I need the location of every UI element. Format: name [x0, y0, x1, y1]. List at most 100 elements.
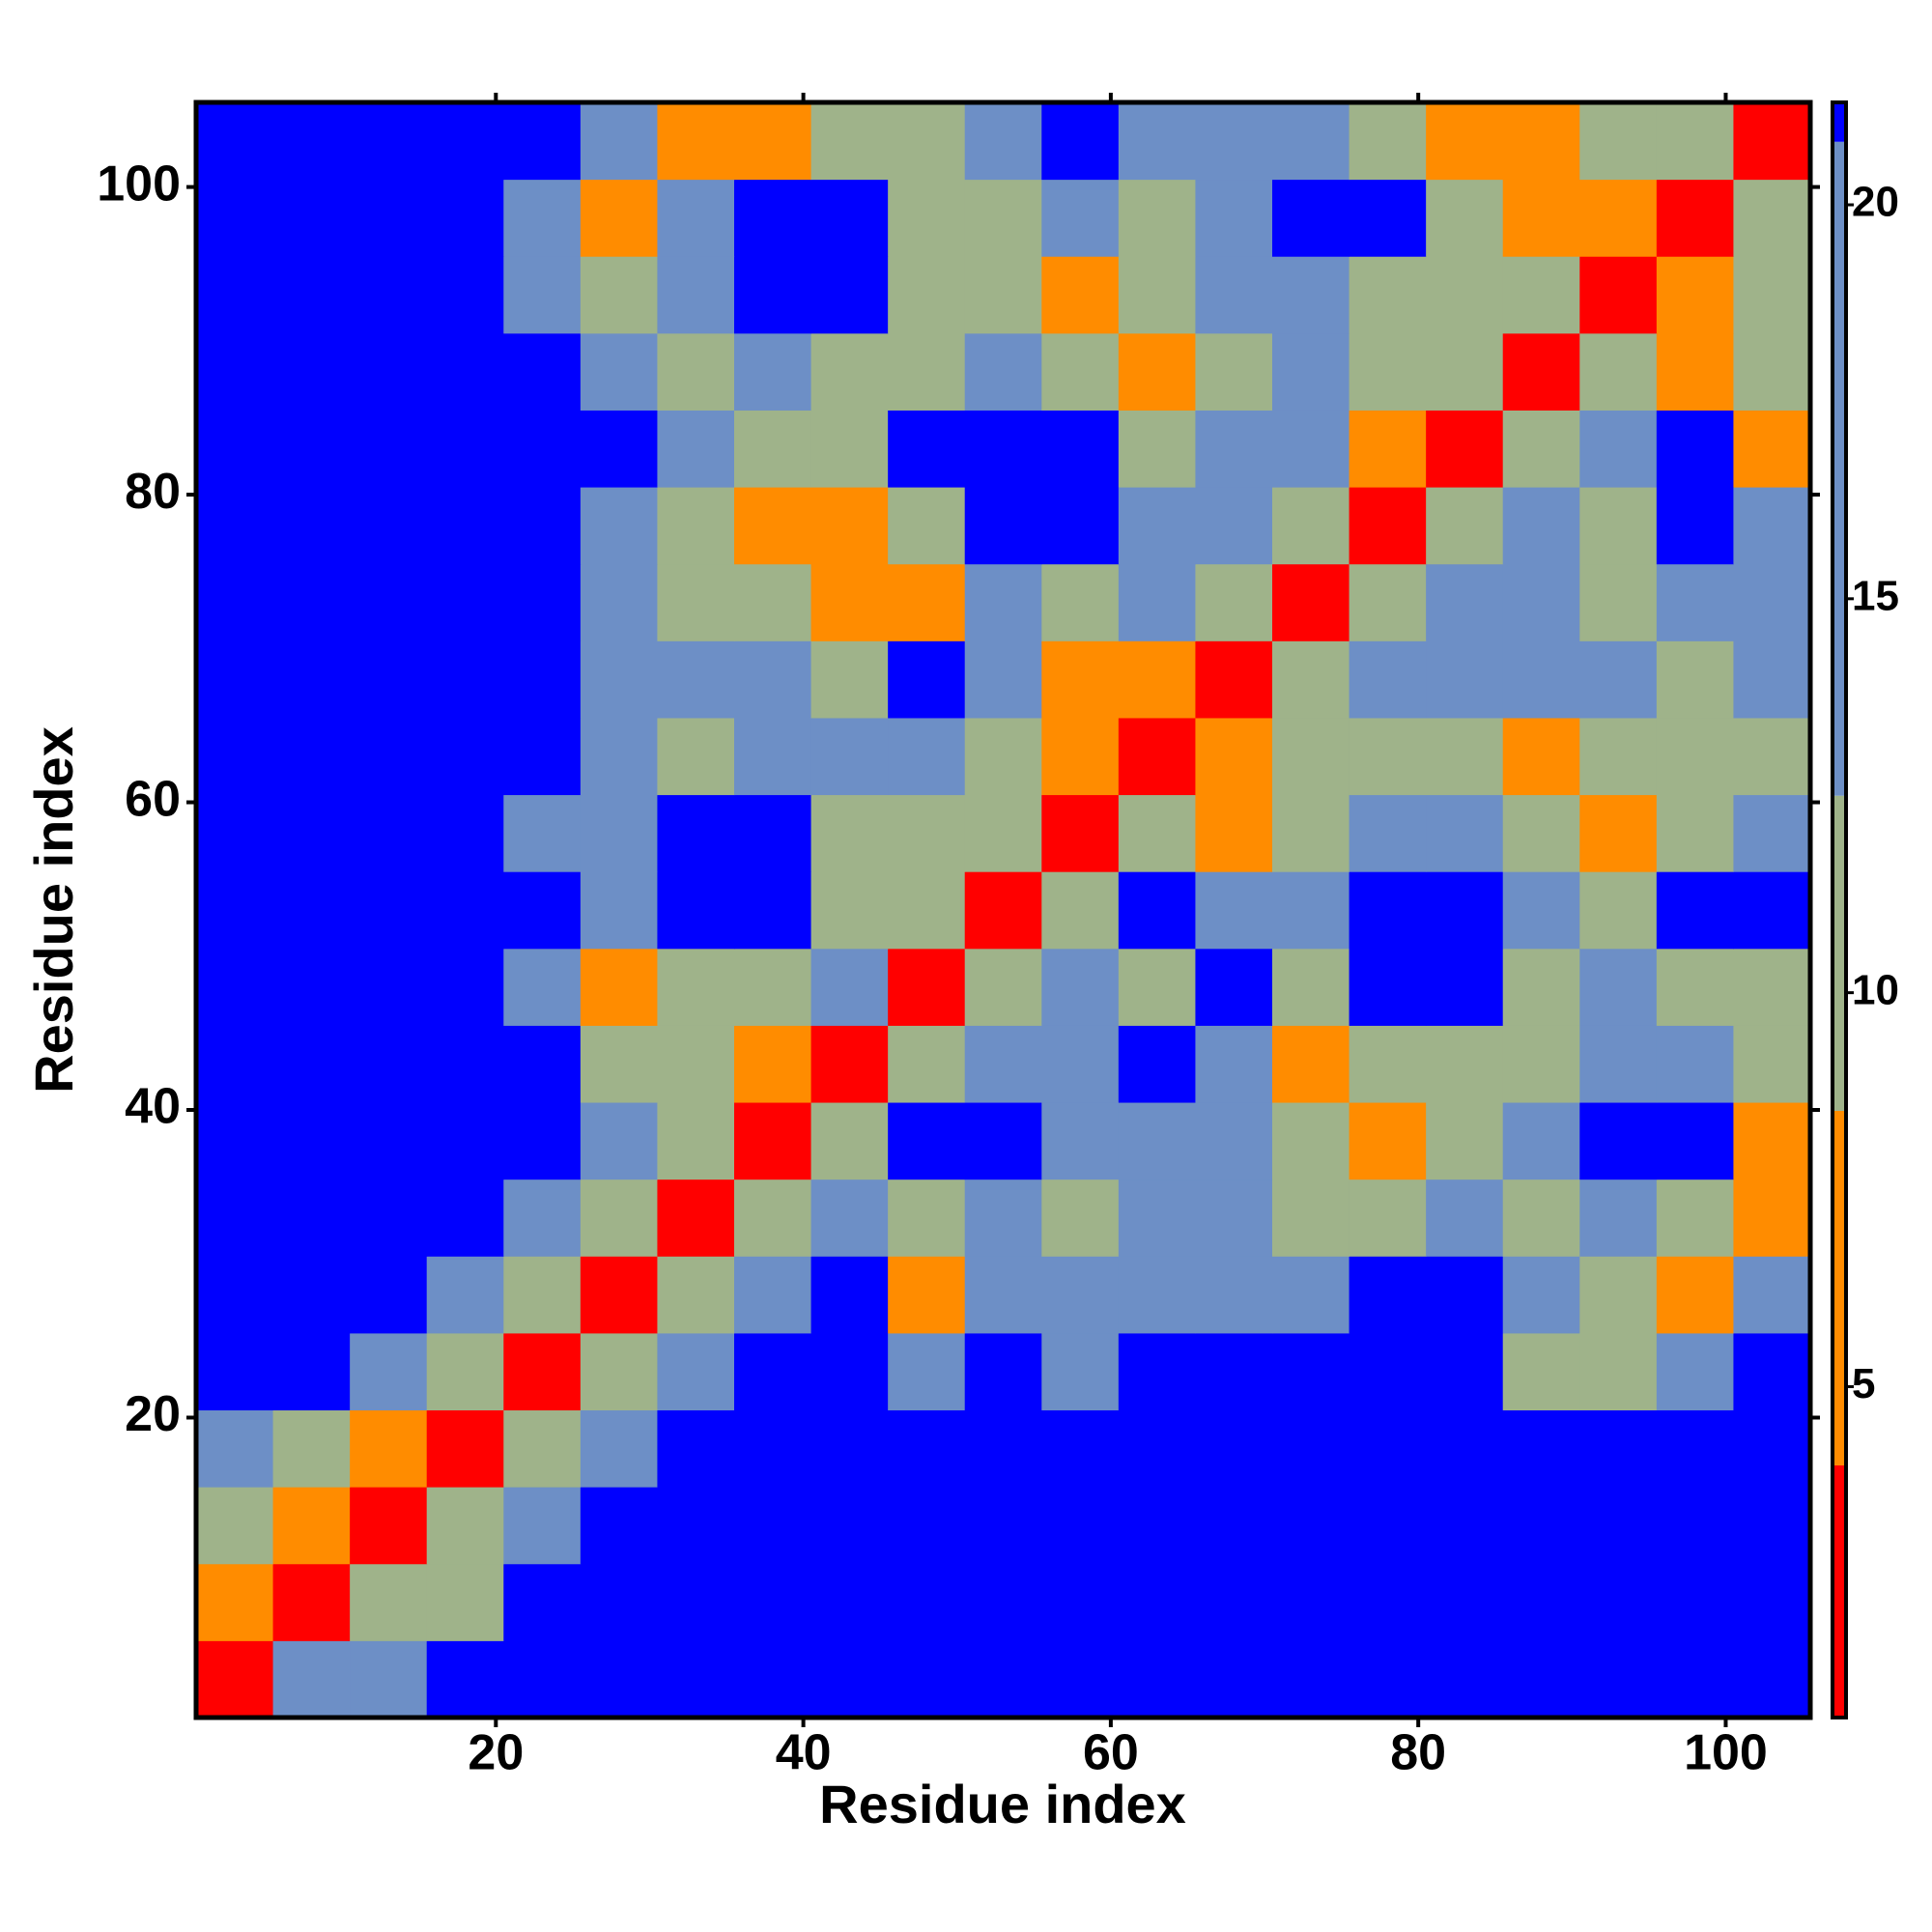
- heatmap-cell: [1426, 1563, 1504, 1641]
- heatmap-cell: [1118, 332, 1196, 411]
- heatmap-cell: [350, 1409, 428, 1488]
- heatmap-cell: [1195, 256, 1273, 334]
- heatmap-cell: [580, 1025, 658, 1103]
- heatmap-cell: [1733, 179, 1811, 257]
- heatmap-cell: [1118, 410, 1196, 488]
- heatmap-cell: [734, 179, 812, 257]
- heatmap-cell: [810, 1025, 889, 1103]
- heatmap-cell: [503, 640, 582, 719]
- heatmap-cell: [503, 332, 582, 411]
- heatmap-cell: [272, 871, 351, 950]
- heatmap-cell: [734, 102, 812, 181]
- heatmap-cell: [503, 1025, 582, 1103]
- heatmap-cell: [1272, 948, 1350, 1026]
- heatmap-cell: [350, 717, 428, 796]
- heatmap-cell: [810, 717, 889, 796]
- heatmap-cell: [888, 256, 966, 334]
- heatmap-cell: [196, 1102, 274, 1180]
- heatmap-cell: [1272, 1179, 1350, 1257]
- heatmap-cell: [734, 871, 812, 950]
- heatmap-cell: [1733, 1025, 1811, 1103]
- heatmap-cell: [1656, 640, 1734, 719]
- heatmap-cell: [888, 794, 966, 872]
- heatmap-cell: [964, 1409, 1042, 1488]
- heatmap-cell: [1502, 871, 1580, 950]
- heatmap-cell: [810, 563, 889, 641]
- heatmap-cell: [1579, 1563, 1658, 1641]
- heatmap-cell: [1195, 1179, 1273, 1257]
- heatmap-cell: [350, 179, 428, 257]
- heatmap-cell: [350, 1332, 428, 1411]
- heatmap-cell: [196, 410, 274, 488]
- heatmap-cell: [888, 332, 966, 411]
- heatmap-cell: [964, 332, 1042, 411]
- heatmap-cell: [1195, 1409, 1273, 1488]
- heatmap-cell: [810, 410, 889, 488]
- heatmap-cell: [1272, 102, 1350, 181]
- heatmap-cell: [1272, 640, 1350, 719]
- heatmap-cell: [1733, 102, 1811, 181]
- heatmap-cell: [1426, 102, 1504, 181]
- heatmap-cell: [1195, 1102, 1273, 1180]
- heatmap-cell: [1426, 794, 1504, 872]
- heatmap-cell: [196, 179, 274, 257]
- heatmap-cell: [657, 717, 735, 796]
- heatmap-cell: [580, 410, 658, 488]
- heatmap-cell: [1195, 410, 1273, 488]
- heatmap-cell: [964, 948, 1042, 1026]
- heatmap-cell: [1579, 410, 1658, 488]
- heatmap-cell: [503, 1409, 582, 1488]
- heatmap-cell: [964, 794, 1042, 872]
- heatmap-cell: [1041, 717, 1120, 796]
- heatmap-cell: [1656, 487, 1734, 565]
- heatmap-cell: [350, 640, 428, 719]
- heatmap-cell: [888, 1640, 966, 1719]
- heatmap-cell: [1349, 256, 1427, 334]
- heatmap-cell: [196, 1179, 274, 1257]
- heatmap-cell: [1041, 1332, 1120, 1411]
- heatmap-cell: [1579, 563, 1658, 641]
- y-tick-label: 20: [125, 1386, 181, 1442]
- heatmap-cell: [426, 717, 504, 796]
- heatmap-cell: [580, 487, 658, 565]
- heatmap-cell: [1502, 1025, 1580, 1103]
- heatmap-cell: [1272, 871, 1350, 950]
- heatmap-cell: [580, 1256, 658, 1334]
- heatmap-cell: [272, 794, 351, 872]
- heatmap-cell: [196, 794, 274, 872]
- heatmap-cell: [734, 1640, 812, 1719]
- heatmap-cell: [1041, 1256, 1120, 1334]
- heatmap-cell: [1656, 256, 1734, 334]
- heatmap-cell: [810, 948, 889, 1026]
- heatmap-cell: [1272, 1640, 1350, 1719]
- heatmap-cell: [1118, 1102, 1196, 1180]
- heatmap-cell: [1579, 1332, 1658, 1411]
- heatmap-cell: [1579, 1102, 1658, 1180]
- heatmap-cell: [272, 1640, 351, 1719]
- heatmap-cell: [580, 640, 658, 719]
- heatmap-cell: [1041, 1487, 1120, 1565]
- heatmap-cell: [350, 256, 428, 334]
- heatmap-cell: [964, 256, 1042, 334]
- heatmap-cell: [272, 1409, 351, 1488]
- heatmap-cell: [350, 410, 428, 488]
- heatmap-cell: [1349, 487, 1427, 565]
- heatmap-cell: [272, 487, 351, 565]
- heatmap-cell: [1733, 487, 1811, 565]
- heatmap-cell: [810, 1179, 889, 1257]
- heatmap-cell: [1426, 871, 1504, 950]
- x-tick-label: 20: [468, 1725, 524, 1781]
- heatmap-cell: [888, 1487, 966, 1565]
- heatmap-cell: [1118, 1563, 1196, 1641]
- heatmap-cell: [272, 948, 351, 1026]
- heatmap-cell: [580, 332, 658, 411]
- heatmap-cell: [657, 563, 735, 641]
- heatmap-cell: [1502, 794, 1580, 872]
- heatmap-cell: [1733, 1256, 1811, 1334]
- heatmap-cell: [350, 1640, 428, 1719]
- heatmap-cell: [426, 1487, 504, 1565]
- x-tick-label: 60: [1083, 1725, 1139, 1781]
- heatmap-cell: [1502, 1256, 1580, 1334]
- heatmap-cell: [888, 1025, 966, 1103]
- heatmap-cell: [1195, 640, 1273, 719]
